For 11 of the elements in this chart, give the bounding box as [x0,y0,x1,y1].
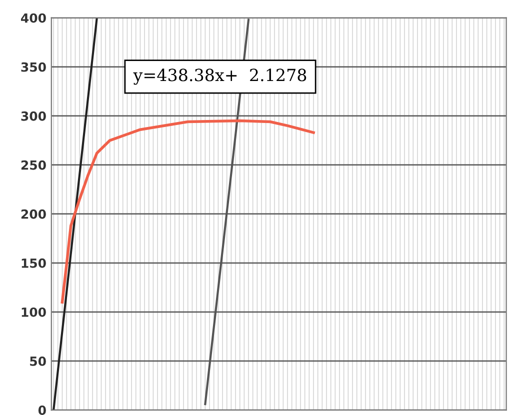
y-tick-label: 150 [22,258,46,268]
y-tick-label: 200 [21,209,46,219]
line-series [60,119,315,304]
y-tick-label: 100 [22,307,46,317]
y-tick-label: 300 [21,111,46,121]
y-tick-label: 250 [21,160,46,170]
y-tick-label: 350 [21,62,46,72]
annotation: y=438.38x+ 2.1278 [133,68,306,85]
y-tick-label: 0 [38,405,46,415]
y-tick-label: 400 [21,13,46,23]
y-tick-label: 50 [30,356,46,366]
